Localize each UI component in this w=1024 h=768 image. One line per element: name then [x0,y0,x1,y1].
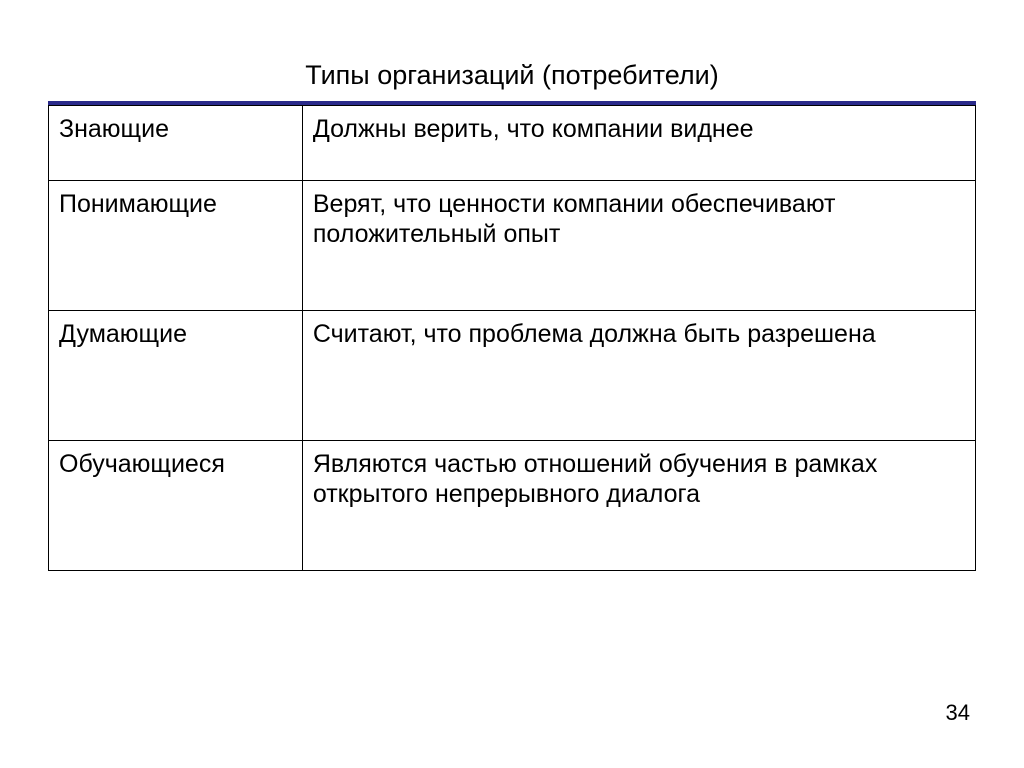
row-description: Должны верить, что компании виднее [302,106,975,181]
table-row: Знающие Должны верить, что компании видн… [49,106,976,181]
org-types-table: Знающие Должны верить, что компании видн… [48,105,976,571]
row-label: Обучающиеся [49,441,303,571]
table-row: Думающие Считают, что проблема должна бы… [49,311,976,441]
row-description: Считают, что проблема должна быть разреш… [302,311,975,441]
page-number: 34 [946,700,970,726]
table-row: Понимающие Верят, что ценности компании … [49,181,976,311]
row-description: Являются частью отношений обучения в рам… [302,441,975,571]
row-description: Верят, что ценности компании обеспечиваю… [302,181,975,311]
row-label: Знающие [49,106,303,181]
page-title: Типы организаций (потребители) [0,60,1024,91]
table-row: Обучающиеся Являются частью отношений об… [49,441,976,571]
row-label: Понимающие [49,181,303,311]
row-label: Думающие [49,311,303,441]
